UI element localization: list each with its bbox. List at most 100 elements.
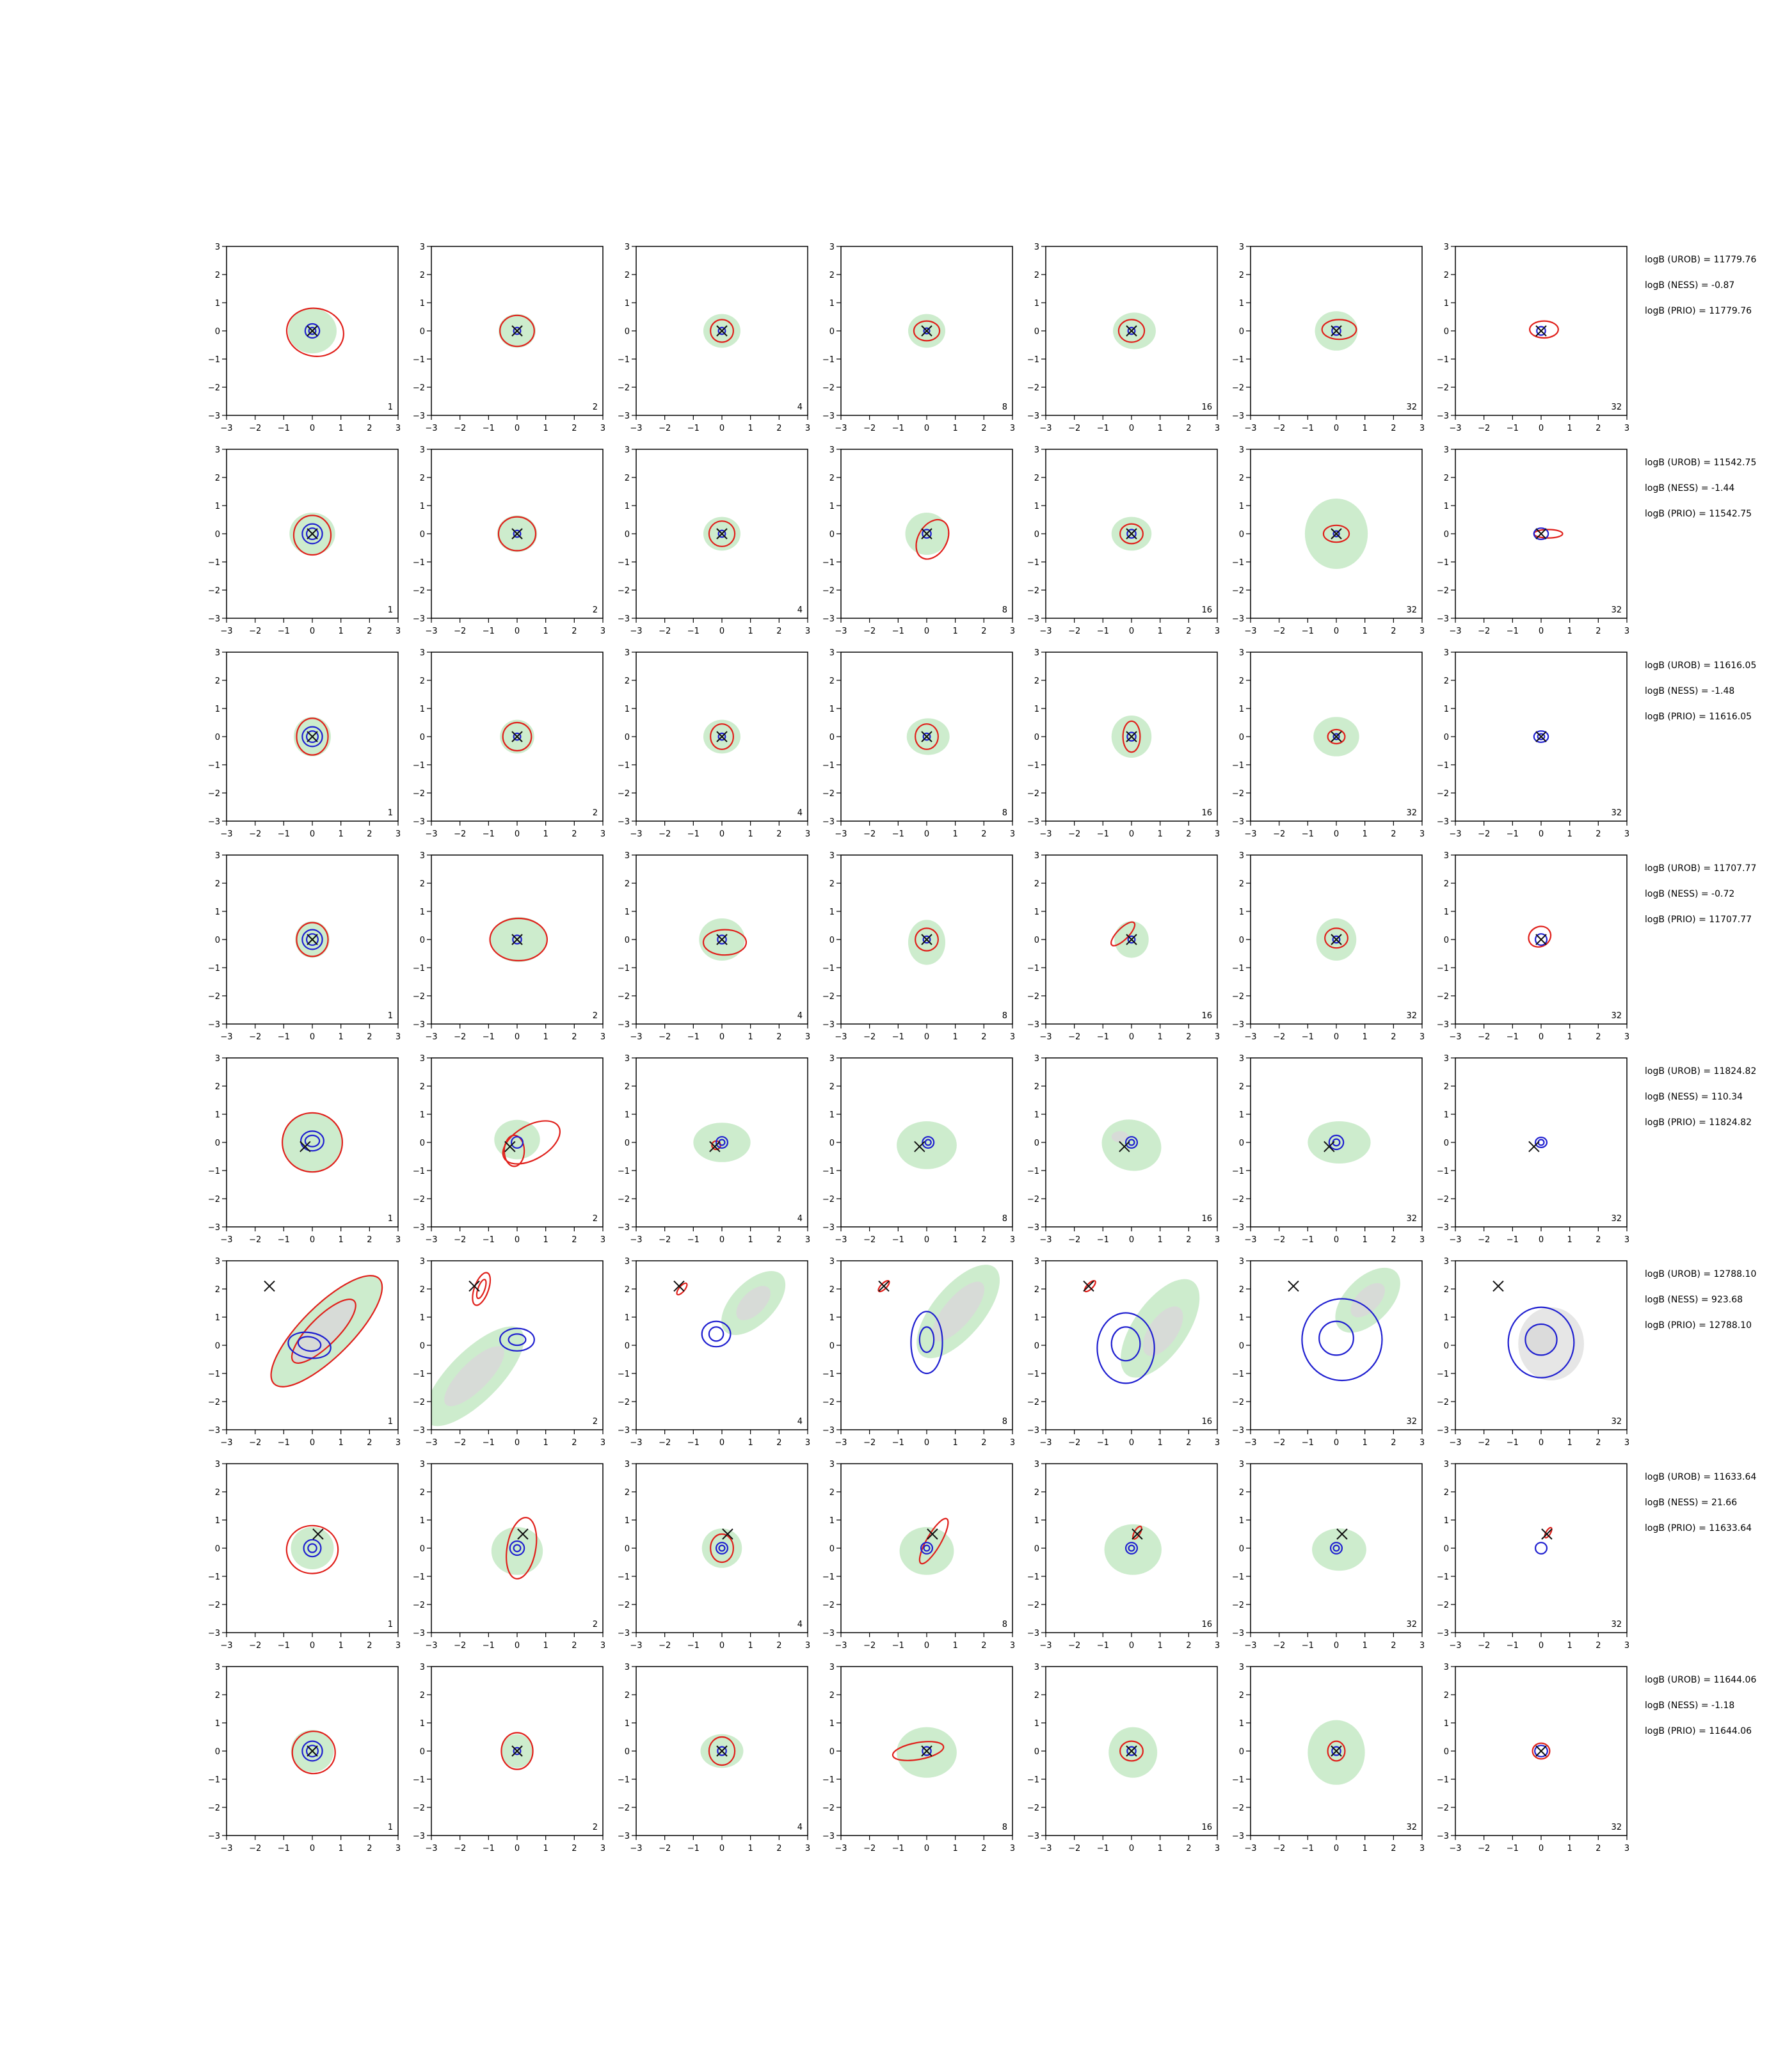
y-tick-label: 3	[829, 243, 835, 252]
y-tick-label: −2	[618, 789, 630, 799]
blue-contour	[510, 1136, 524, 1149]
y-tick-label: 3	[1444, 445, 1449, 455]
x-tick-label: 0	[1539, 1438, 1544, 1448]
x-tick-label: 1	[953, 627, 958, 636]
y-tick-label: −2	[208, 383, 220, 393]
panel-plot-area	[703, 719, 741, 754]
panel-r4-c3: −3−3 −2 −2 −1 −1 0 0 1 1 2 2 3 3 4	[618, 851, 810, 1042]
y-tick-label: 0	[1034, 1341, 1039, 1351]
y-tick-label: −2	[1437, 1398, 1449, 1407]
red-contour	[282, 1112, 344, 1173]
x-tick-label: 2	[1391, 1235, 1396, 1245]
logb-urob-label: logB (UROB) = 11633.64	[1645, 1472, 1756, 1482]
x-tick-label: 3	[1624, 1032, 1629, 1042]
y-tick-label: −3	[618, 1426, 630, 1436]
panel-plot-area	[897, 1121, 957, 1169]
x-tick-label: −1	[687, 1641, 700, 1651]
x-tick-label: −2	[1273, 1032, 1285, 1042]
y-tick-label: −3	[822, 412, 835, 421]
blue-contour	[1127, 326, 1136, 335]
y-tick-label: −2	[1437, 586, 1449, 596]
logb-urob-label: logB (UROB) = 11644.06	[1645, 1675, 1756, 1685]
panel-index-label: 32	[1611, 808, 1622, 818]
panel-plot-area	[1534, 1526, 1553, 1555]
panel-r2-c7: −3−3 −2 −2 −1 −1 0 0 1 1 2 2 3 3 32	[1437, 445, 1629, 636]
x-tick-label: 2	[776, 829, 781, 839]
x-tick-label: 3	[1010, 424, 1015, 433]
x-tick-label: −2	[1068, 829, 1080, 839]
red-contour	[489, 917, 548, 962]
x-tick-label: 2	[1596, 1641, 1601, 1651]
x-tick-label: −1	[483, 1641, 495, 1651]
x-tick-label: −2	[1068, 1641, 1080, 1651]
y-tick-label: −3	[208, 817, 220, 827]
x-tick-label: −1	[1097, 424, 1109, 433]
panel-r7-c3: −3−3 −2 −2 −1 −1 0 0 1 1 2 2 3 3 4	[618, 1460, 810, 1651]
x-tick-label: 0	[310, 1438, 315, 1448]
y-tick-label: 0	[1034, 733, 1039, 742]
y-tick-label: −2	[618, 992, 630, 1002]
x-tick-label: 2	[776, 627, 781, 636]
panel-plot-area	[1101, 1119, 1162, 1171]
y-tick-label: 2	[829, 1285, 835, 1295]
y-tick-label: 1	[1239, 908, 1244, 917]
true-parameter-marker	[716, 528, 728, 540]
x-tick-label: −2	[1068, 1438, 1080, 1448]
density-core-fill	[444, 1346, 504, 1407]
y-tick-label: 3	[1444, 1663, 1449, 1672]
x-tick-label: −2	[1478, 829, 1490, 839]
y-tick-label: 1	[829, 502, 835, 511]
y-tick-label: −1	[208, 558, 220, 568]
red-contour	[292, 515, 332, 556]
red-contour	[1327, 1740, 1346, 1762]
density-fill	[490, 916, 547, 963]
x-tick-label: −1	[1302, 1844, 1314, 1853]
y-tick-label: −3	[208, 1629, 220, 1638]
x-tick-label: 0	[719, 1641, 724, 1651]
blue-contour	[1124, 1542, 1139, 1555]
true-parameter-marker	[716, 731, 728, 742]
blue-contour	[513, 529, 522, 538]
x-tick-label: 2	[572, 1235, 577, 1245]
x-tick-label: −2	[454, 1235, 466, 1245]
x-tick-label: 3	[1420, 1032, 1425, 1042]
row-6-stats: logB (UROB) = 12788.10 logB (NESS) = 923.…	[1645, 1269, 1756, 1331]
blue-contour	[1536, 326, 1546, 336]
y-tick-label: −2	[822, 586, 835, 596]
true-parameter-marker	[1331, 528, 1342, 540]
x-tick-label: −1	[1507, 627, 1519, 636]
panel-index-label: 2	[593, 605, 598, 615]
y-tick-label: 2	[829, 1691, 835, 1700]
blue-contour	[513, 732, 522, 741]
blue-contour	[304, 323, 321, 339]
y-tick-label: −2	[1437, 789, 1449, 799]
y-tick-label: 3	[625, 1460, 630, 1469]
blue-contour	[1301, 1298, 1383, 1382]
panel-plot-area	[1104, 1524, 1162, 1575]
x-tick-label: 2	[1596, 829, 1601, 839]
y-tick-label: 0	[1239, 1747, 1244, 1757]
x-tick-label: −3	[835, 627, 847, 636]
true-parameter-marker	[1288, 1280, 1299, 1292]
panel-plot-area	[1110, 921, 1149, 958]
y-tick-label: 2	[420, 879, 425, 889]
y-tick-label: −3	[618, 1832, 630, 1841]
x-tick-label: −1	[1097, 829, 1109, 839]
panel-plot-area	[285, 307, 345, 357]
y-tick-label: −2	[618, 1804, 630, 1813]
panel-index-label: 4	[797, 808, 803, 818]
y-tick-label: −1	[208, 1775, 220, 1785]
x-tick-label: 2	[1391, 829, 1396, 839]
y-tick-label: −1	[822, 964, 835, 973]
x-tick-label: 2	[1596, 424, 1601, 433]
panel-r8-c1: −3−3 −2 −2 −1 −1 0 0 1 1 2 2 3 3 1	[208, 1663, 401, 1853]
y-tick-label: 2	[1239, 1082, 1244, 1092]
x-tick-label: 2	[1186, 627, 1191, 636]
y-tick-label: −1	[618, 355, 630, 365]
y-tick-label: −3	[1437, 614, 1449, 624]
density-core-fill	[1525, 1324, 1557, 1356]
y-tick-label: −2	[413, 992, 425, 1002]
x-tick-label: −3	[1449, 424, 1461, 433]
x-tick-label: 3	[600, 1844, 605, 1853]
x-tick-label: −2	[1478, 1235, 1490, 1245]
